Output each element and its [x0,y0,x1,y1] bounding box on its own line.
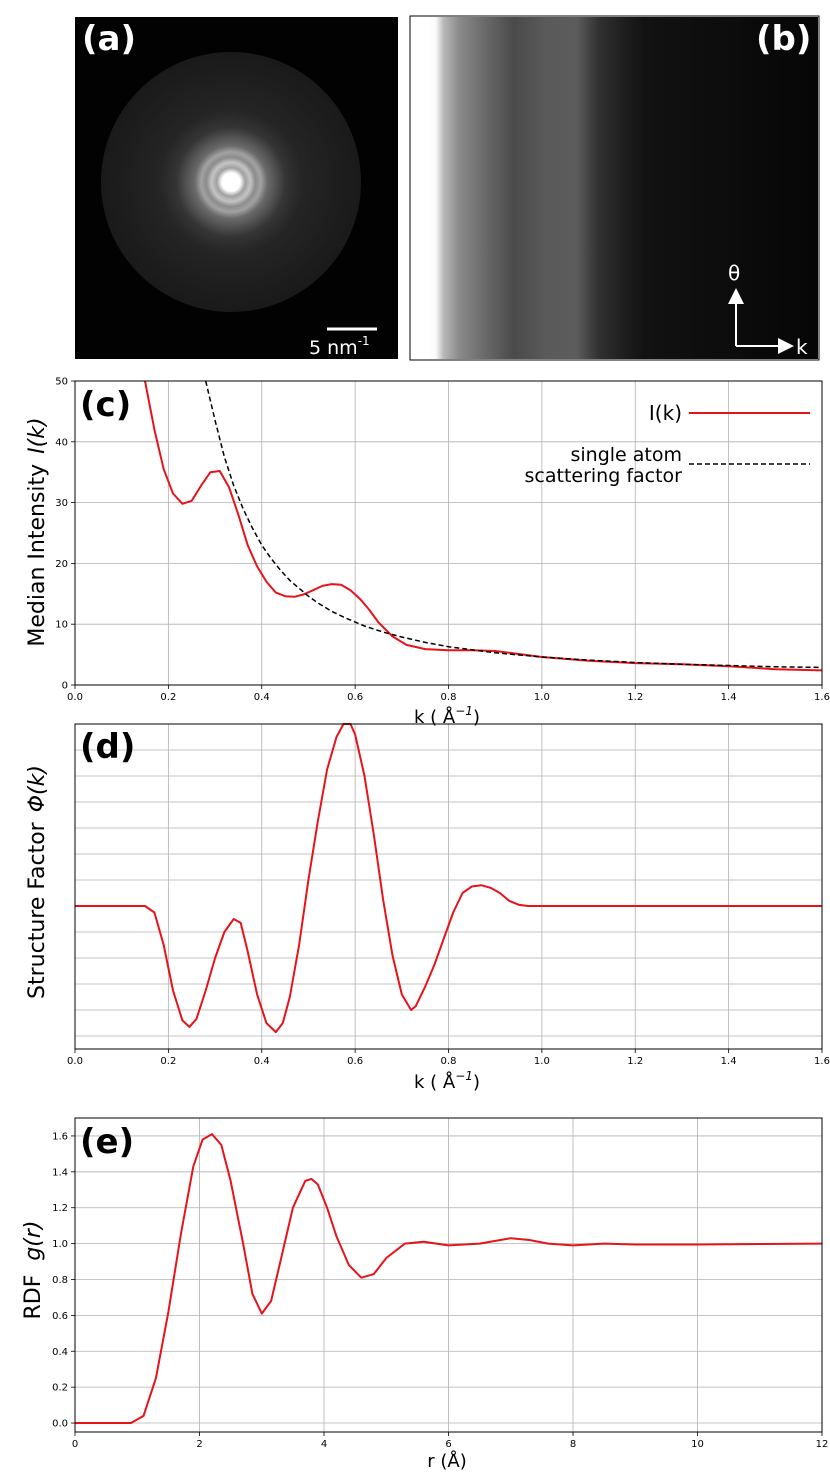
chart-c-series [144,380,823,672]
x-tick-label: 0.2 [160,1056,176,1067]
panel-a: (a) 5 nm-1 [75,17,398,359]
x-tick-label: 0.8 [441,1056,457,1067]
series-line-c-1 [204,380,823,669]
chart-e-grid [75,1118,822,1432]
x-tick-label: 4 [321,1439,327,1450]
y-tick-label: 1.4 [52,1167,68,1178]
x-tick-label: 1.0 [534,1056,550,1067]
y-tick-label: 1.2 [52,1203,68,1214]
x-tick-label: 0.4 [254,692,270,703]
chart-e-frame [74,1117,823,1433]
legend-item-saf-line2: scattering factor [525,465,683,487]
chart-c-frame [74,380,823,686]
chart-c-ticks: 0.0 0.2 0.4 0.6 0.8 1.0 1.2 1.4 1.6 0 10 20 30 40 50 [55,377,830,704]
chart-c-grid [75,381,822,685]
chart-d-ticks: 0.0 0.2 0.4 0.6 0.8 1.0 1.2 1.4 1.6 [67,1049,830,1067]
chart-d-grid [75,724,822,1049]
svg-text:Median IntensityI(k): Median IntensityI(k) [25,417,50,646]
x-tick-label: 1.2 [627,692,643,703]
panel-a-label: (a) [82,19,136,59]
chart-e-ticks: 0 2 4 6 8 10 12 0.0 0.2 0.4 0.6 0.8 1.0 1.2 1.4 1.6 [52,1131,828,1450]
y-tick-label: 1.0 [52,1239,68,1250]
k-axis-label: k [796,335,808,359]
x-tick-label: 1.6 [814,692,830,703]
x-tick-label: 8 [570,1439,576,1450]
x-tick-label: 10 [691,1439,704,1450]
chart-e-series [75,1133,823,1424]
chart-e-panel-label: (e) [80,1122,134,1162]
chart-c-xlabel: k ( Å−1) [414,704,480,728]
y-tick-label: 10 [55,620,68,631]
chart-e: 0 2 4 6 8 10 12 0.0 0.2 0.4 0.6 0.8 1.0 1.2 1.4 1.6 (e)… [21,1117,828,1472]
y-tick-label: 0.4 [52,1347,68,1358]
polar-image [428,17,818,359]
series-line-e-0 [75,1133,823,1424]
chart-e-xlabel: r (Å) [427,1450,466,1472]
chart-d-xlabel: k ( Å−1) [414,1069,480,1093]
x-tick-label: 1.4 [721,1056,737,1067]
x-tick-label: 0.0 [67,692,83,703]
chart-d-frame [74,723,823,1050]
y-tick-label: 0.8 [52,1275,68,1286]
x-tick-label: 1.0 [534,692,550,703]
y-tick-label: 0.2 [52,1383,68,1394]
x-tick-label: 0.6 [347,1056,363,1067]
x-tick-label: 0 [72,1439,78,1450]
y-tick-label: 50 [55,377,68,388]
panel-b-label: (b) [756,19,811,59]
x-tick-label: 2 [196,1439,202,1450]
x-tick-label: 0.6 [347,692,363,703]
chart-d-ylabel: Structure FactorΦ(k) [25,765,50,999]
theta-axis-label: θ [728,261,740,285]
chart-d-panel-label: (d) [80,727,135,767]
scale-bar-label: 5 nm-1 [309,334,370,359]
chart-d: 0.0 0.2 0.4 0.6 0.8 1.0 1.2 1.4 1.6 (d) k ( Å−1)… [25,723,830,1093]
chart-c-panel-label: (c) [80,385,131,425]
chart-c: 0.0 0.2 0.4 0.6 0.8 1.0 1.2 1.4 1.6 0 10 20 30 40 50 (… [25,377,830,729]
x-tick-label: 0.4 [254,1056,270,1067]
svg-text:RDFg(r): RDFg(r) [21,1220,46,1319]
x-tick-label: 12 [816,1439,829,1450]
panel-b: (b) θ k [409,15,820,361]
x-tick-label: 1.4 [721,692,737,703]
y-tick-label: 30 [55,498,68,509]
series-line-c-0 [144,380,823,672]
chart-c-legend: I(k) single atom scattering factor [525,401,810,487]
y-tick-label: 1.6 [52,1131,68,1142]
legend-item-saf-line1: single atom [570,444,682,466]
x-tick-label: 0.8 [441,692,457,703]
x-tick-label: 6 [445,1439,451,1450]
y-tick-label: 0 [62,681,68,692]
svg-text:Structure FactorΦ(k): Structure FactorΦ(k) [25,765,50,999]
y-tick-label: 0.0 [52,1419,68,1430]
x-tick-label: 0.0 [67,1056,83,1067]
x-tick-label: 1.2 [627,1056,643,1067]
x-tick-label: 1.6 [814,1056,830,1067]
chart-c-ylabel: Median IntensityI(k) [25,417,50,646]
diffraction-disc [101,52,361,312]
y-tick-label: 20 [55,559,68,570]
y-tick-label: 40 [55,437,68,448]
chart-e-ylabel: RDFg(r) [21,1220,46,1319]
legend-item-ik: I(k) [649,401,682,425]
x-tick-label: 0.2 [160,692,176,703]
y-tick-label: 0.6 [52,1311,68,1322]
